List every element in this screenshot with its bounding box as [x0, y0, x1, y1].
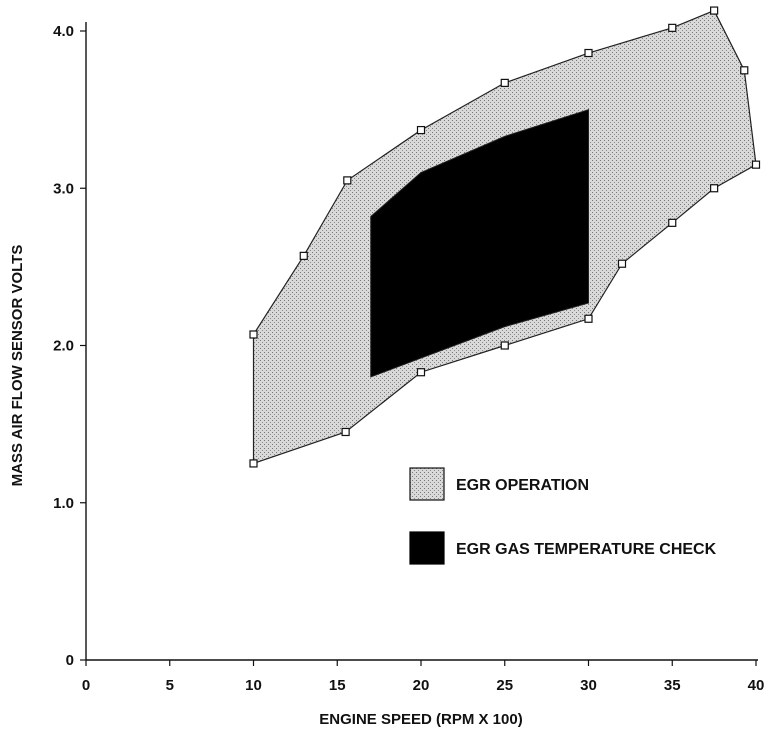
x-tick-label: 25 [496, 677, 513, 694]
data-point [343, 176, 352, 185]
data-point [299, 251, 308, 260]
data-point [584, 314, 593, 323]
data-point [668, 218, 677, 227]
data-point [416, 368, 426, 377]
data-point [500, 78, 509, 87]
data-point [500, 341, 509, 350]
y-tick-label: 0 [66, 652, 74, 669]
x-tick-label: 20 [413, 677, 430, 694]
data-point [584, 48, 593, 58]
x-axis-title: ENGINE SPEED (RPM X 100) [319, 711, 522, 728]
y-axis-title: MASS AIR FLOW SENSOR VOLTS [9, 245, 26, 487]
x-tick-label: 35 [664, 677, 681, 694]
data-point [617, 259, 627, 268]
data-point [249, 459, 258, 468]
x-tick-label: 0 [82, 677, 90, 694]
data-point [249, 330, 258, 339]
x-tick-label: 40 [748, 677, 765, 694]
legend-label: EGR OPERATION [456, 477, 589, 494]
y-tick-label: 2.0 [53, 338, 74, 355]
data-point [668, 23, 677, 32]
plot-area [249, 6, 761, 468]
legend-swatch-egr-operation [409, 467, 445, 501]
legend-swatch-egr-gas-temp-check [409, 531, 445, 565]
x-tick-label: 10 [245, 677, 262, 694]
y-tick-label: 4.0 [53, 23, 74, 40]
data-point [751, 160, 761, 169]
x-tick-label: 5 [166, 677, 174, 694]
data-point [740, 66, 749, 75]
axes: 0 5 10 15 20 25 30 35 40 0 1.0 2.0 3.0 4.0 ENGINE SPEE… [9, 22, 764, 728]
x-tick-label: 15 [329, 677, 346, 694]
data-point [341, 427, 350, 437]
data-point [710, 184, 719, 193]
legend: EGR OPERATION EGR GAS TEMPERATURE CHECK [409, 467, 717, 565]
y-tick-label: 3.0 [53, 180, 74, 197]
x-tick-label: 30 [580, 677, 597, 694]
y-tick-label: 1.0 [53, 495, 74, 512]
data-point [710, 6, 719, 15]
legend-label: EGR GAS TEMPERATURE CHECK [456, 541, 717, 558]
data-point [416, 125, 426, 135]
series-region-egr-gas-temp-check [370, 108, 589, 378]
